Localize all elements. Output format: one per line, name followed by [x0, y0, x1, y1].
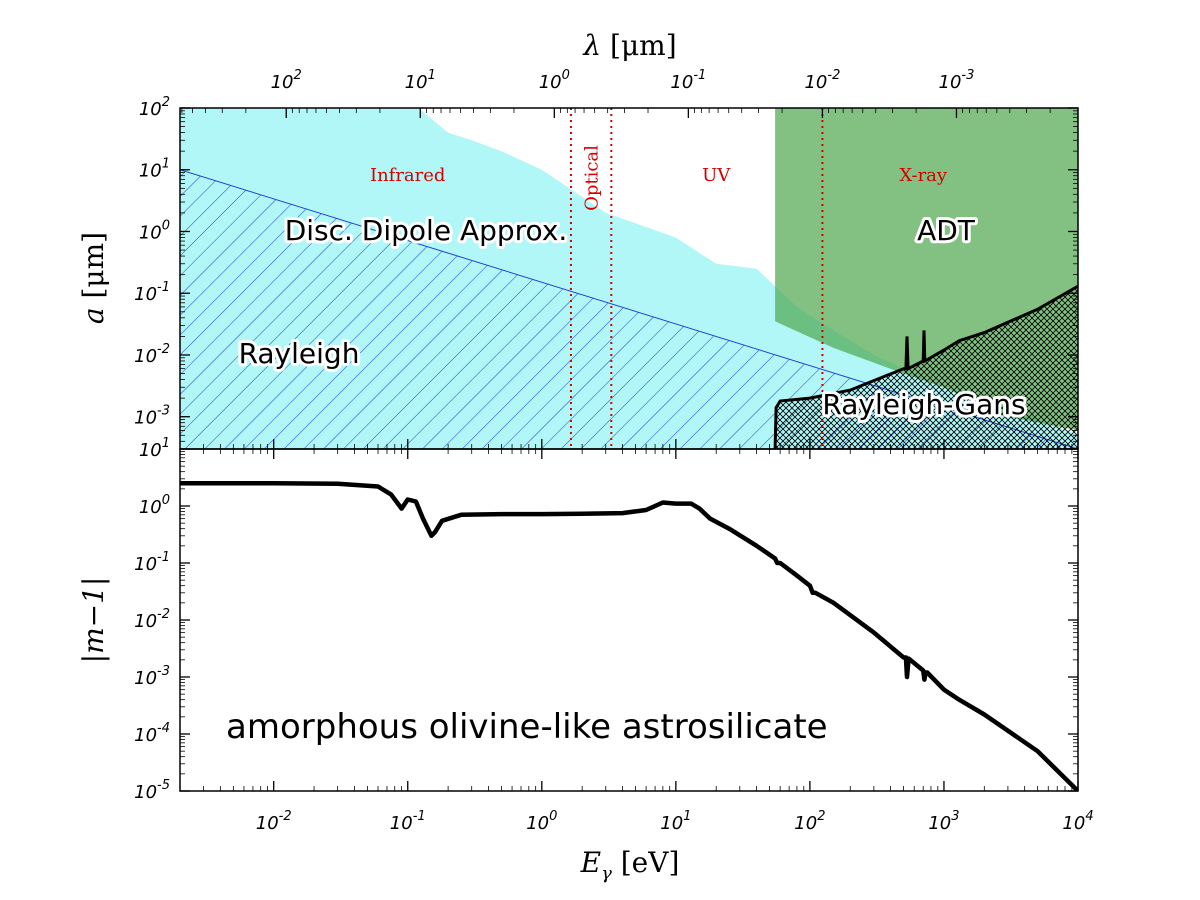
tick-labels: 10-2 10-1 100 101 102 103 104 102 101 100 10-1 10-2… — [134, 68, 1093, 834]
x-tick-label-5: 103 — [928, 809, 959, 834]
top-tick-label-5: 10-3 — [939, 68, 975, 93]
bottom-y-tick-label-4: 10-1 — [134, 550, 170, 575]
top-tick-label-1: 101 — [405, 68, 436, 93]
bottom-panel: amorphous olivine-like astrosilicate — [180, 481, 1078, 791]
top-y-tick-label-5: 102 — [139, 95, 170, 120]
top-panel: Infrared Optical UV X-ray Disc. Dipole Appr… — [180, 108, 1078, 449]
x-axis-label: Eγ [eV] — [580, 846, 680, 884]
band-label-x-ray: X-ray — [899, 165, 948, 186]
top-tick-label-0: 102 — [271, 68, 302, 93]
refractive-index-curve — [180, 481, 1078, 791]
regime-label-1: Rayleigh — [239, 337, 360, 370]
bottom-y-tick-label-3: 10-2 — [134, 607, 170, 632]
top-axis-label: λ [μm] — [582, 29, 676, 62]
bottom-y-tick-label-2: 10-3 — [134, 664, 170, 689]
material-annotation: amorphous olivine-like astrosilicate — [226, 707, 828, 747]
x-tick-label-6: 104 — [1062, 809, 1093, 834]
ticks — [179, 107, 1079, 792]
top-y-tick-label-0: 10-3 — [134, 404, 170, 429]
bottom-y-tick-label-5: 100 — [139, 493, 170, 518]
x-tick-label-3: 101 — [660, 809, 691, 834]
x-tick-label-4: 102 — [794, 809, 825, 834]
bottom-y-tick-label-0: 10-5 — [134, 778, 170, 803]
x-tick-label-2: 100 — [526, 809, 557, 834]
axis-titles: λ [μm] a [μm] |m−1| Eγ [eV] — [77, 29, 679, 884]
top-tick-label-4: 10-2 — [804, 68, 840, 93]
rayleigh-gans-region — [775, 286, 1078, 449]
top-y-tick-label-4: 101 — [139, 157, 170, 182]
top-tick-label-3: 10-1 — [670, 68, 706, 93]
top-tick-label-2: 100 — [539, 68, 570, 93]
band-label-uv: UV — [702, 165, 731, 186]
rayleigh-gans-boundary — [773, 284, 1078, 449]
band-labels: Infrared Optical UV X-ray — [370, 145, 948, 211]
regime-labels: Disc. Dipole Approx. Rayleigh ADT Rayleigh-… — [236, 211, 1029, 424]
top-panel-y-label: a [μm] — [77, 232, 110, 324]
top-y-tick-label-1: 10-2 — [134, 342, 170, 367]
x-tick-label-1: 10-1 — [390, 809, 426, 834]
regime-label-3: Rayleigh-Gans — [822, 388, 1025, 421]
x-tick-label-0: 10-2 — [256, 809, 292, 834]
bottom-y-tick-label-6: 101 — [139, 436, 170, 461]
top-y-tick-label-2: 10-1 — [134, 280, 170, 305]
bottom-y-tick-label-1: 10-4 — [134, 721, 170, 746]
regime-label-2: ADT — [917, 214, 976, 247]
bottom-panel-y-label: |m−1| — [77, 577, 110, 664]
band-label-infrared: Infrared — [370, 165, 445, 186]
band-label-optical: Optical — [581, 145, 602, 211]
regime-label-0: Disc. Dipole Approx. — [285, 214, 568, 247]
top-y-tick-label-3: 100 — [139, 218, 170, 243]
